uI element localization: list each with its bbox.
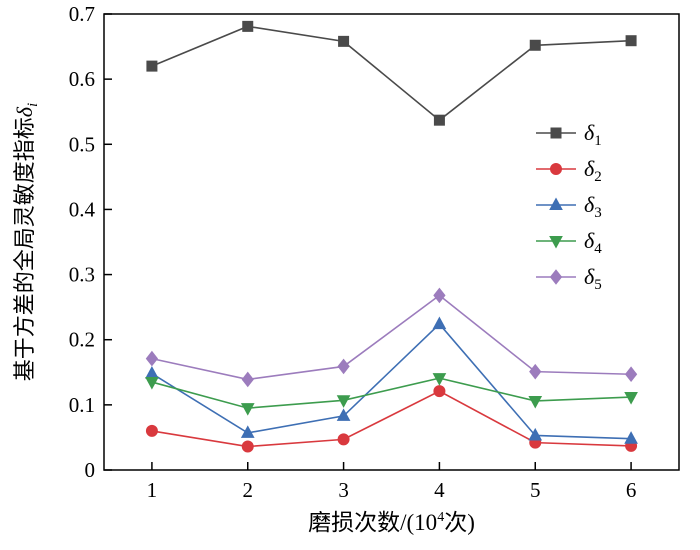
x-tick-label: 6 xyxy=(626,478,637,502)
series-delta4 xyxy=(145,373,638,416)
marker-delta4 xyxy=(145,377,159,390)
marker-delta2 xyxy=(145,424,158,437)
y-tick-label: 0.6 xyxy=(69,67,95,91)
marker-delta1 xyxy=(338,35,350,47)
marker-delta1 xyxy=(146,60,158,72)
marker-delta3 xyxy=(528,427,543,441)
marker-delta5 xyxy=(145,350,159,367)
marker-delta5 xyxy=(433,287,446,304)
marker-delta2 xyxy=(241,440,254,453)
marker-delta5 xyxy=(337,358,350,375)
marker-delta5 xyxy=(529,363,542,380)
legend-label-delta3: δ3 xyxy=(584,192,602,221)
marker-delta4 xyxy=(240,403,255,416)
x-tick-label: 4 xyxy=(434,478,445,502)
y-tick-label: 0.5 xyxy=(69,132,95,156)
y-axis: 0 0.1 0.2 0.3 0.4 0.5 0.6 0.7 xyxy=(69,2,112,482)
series-line-delta2 xyxy=(151,390,632,448)
plot-border xyxy=(103,13,680,471)
legend-label-delta2: δ2 xyxy=(584,156,602,185)
x-axis-label: 磨损次数/(104次) xyxy=(308,510,475,535)
legend-marker-delta5 xyxy=(549,269,563,285)
x-tick-label: 5 xyxy=(530,478,541,502)
x-tick-label: 1 xyxy=(147,478,158,502)
y-tick-label: 0.3 xyxy=(69,263,95,287)
marker-delta3 xyxy=(432,316,447,330)
legend-marker-delta2 xyxy=(550,163,562,175)
marker-delta3 xyxy=(145,366,159,379)
legend: δ1 δ2 δ3 δ4 δ5 xyxy=(536,120,602,293)
marker-delta3 xyxy=(240,425,255,438)
marker-delta4 xyxy=(336,395,351,408)
x-tick-label: 3 xyxy=(338,478,349,502)
legend-marker-delta3 xyxy=(549,197,563,210)
y-axis-label: 基于方差的全局灵敏度指标δi xyxy=(12,103,41,381)
marker-delta4 xyxy=(624,392,638,405)
y-tick-label: 0.2 xyxy=(69,328,95,352)
x-axis: 1 2 3 4 5 6 xyxy=(147,462,637,502)
marker-delta2 xyxy=(433,385,446,398)
series-line-delta4 xyxy=(151,377,632,409)
legend-label-delta4: δ4 xyxy=(584,228,602,257)
y-tick-label: 0.4 xyxy=(69,197,96,221)
legend-label-delta1: δ1 xyxy=(584,120,602,149)
y-tick-label: 0.1 xyxy=(69,393,95,417)
marker-delta1 xyxy=(529,39,541,51)
marker-delta5 xyxy=(241,371,254,388)
series-delta1 xyxy=(146,20,637,126)
legend-label-delta5: δ5 xyxy=(584,264,602,293)
marker-delta1 xyxy=(625,35,637,47)
y-tick-label: 0.7 xyxy=(69,2,95,26)
marker-delta2 xyxy=(337,433,350,446)
y-tick-label: 0 xyxy=(85,458,96,482)
marker-delta1 xyxy=(242,20,254,32)
marker-delta4 xyxy=(528,395,543,409)
marker-delta5 xyxy=(624,366,638,383)
series-line-delta1 xyxy=(151,25,632,122)
series-line-delta5 xyxy=(151,294,632,381)
series-delta5 xyxy=(145,287,638,388)
marker-delta4 xyxy=(432,373,447,386)
legend-marker-delta1 xyxy=(550,127,562,139)
marker-delta1 xyxy=(433,114,445,126)
series-delta2 xyxy=(145,385,638,453)
x-tick-label: 2 xyxy=(243,478,254,502)
legend-marker-delta4 xyxy=(549,236,563,249)
marker-delta3 xyxy=(624,431,638,444)
marker-delta3 xyxy=(336,408,351,421)
series-line-delta3 xyxy=(151,322,632,440)
series-delta3 xyxy=(145,316,638,444)
